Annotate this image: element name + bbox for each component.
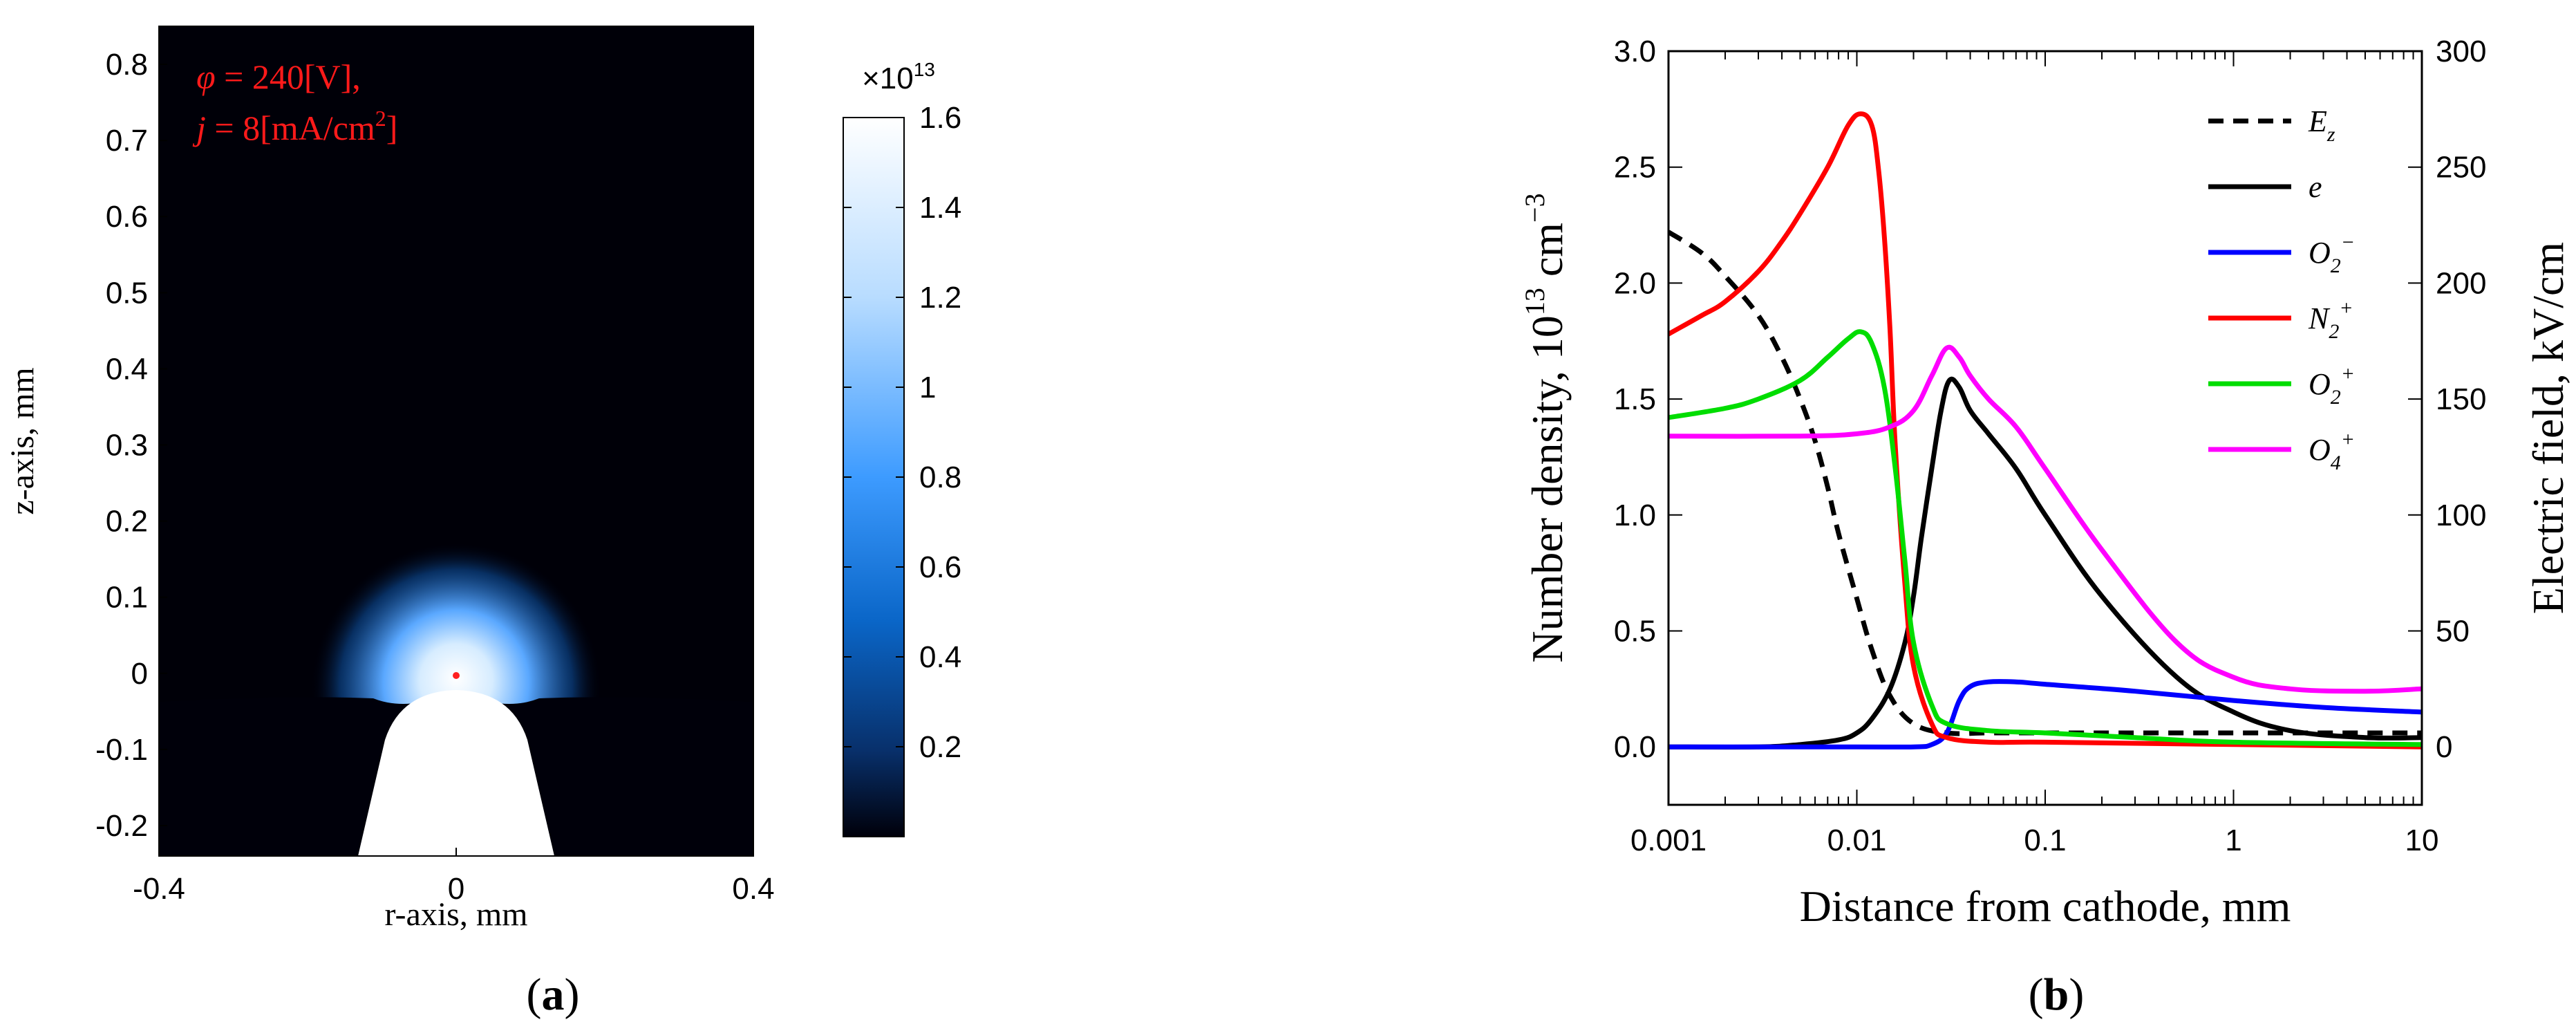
heatmap-y-tick-label: 0.1 <box>106 581 148 615</box>
heatmap-axes: -0.4 0 0.4 0.8 0.7 0.6 0.5 0.4 0.3 0.2 0.1 0 -0.1 -0.… <box>95 48 774 906</box>
right-y-tick-label: 0 <box>2436 730 2452 764</box>
current-annotation: j = 8[mA/cm2] <box>192 106 397 147</box>
line-chart-series <box>1668 111 2422 750</box>
heatmap-y-tick-label: -0.2 <box>95 809 148 843</box>
series-line-o2-plus <box>1668 329 2422 747</box>
colorbar-tick-label: 1.4 <box>919 191 961 225</box>
panel-a-caption: (a) <box>527 969 580 1020</box>
colorbar-tick-label: 1.6 <box>919 101 961 135</box>
legend-label-o2-plus: O2+ <box>2309 362 2355 409</box>
left-y-tick-label: 1.5 <box>1614 382 1656 416</box>
colorbar-tick-label: 1 <box>919 371 936 404</box>
colorbar-tick-label: 0.4 <box>919 640 961 674</box>
left-y-tick-label: 2.5 <box>1614 151 1656 185</box>
heatmap-x-tick-label: -0.4 <box>133 872 185 906</box>
line-chart-left-y-label: Number density, 1013 cm−3 <box>1519 193 1572 662</box>
heatmap-y-tick-label: 0.6 <box>106 200 148 234</box>
series-line-o4-plus <box>1668 344 2422 694</box>
right-y-tick-label: 250 <box>2436 151 2486 185</box>
x-tick-label: 0.01 <box>1827 823 1887 857</box>
legend-label-o4-plus: O4+ <box>2309 428 2355 474</box>
colorbar <box>843 117 905 837</box>
right-y-tick-label: 150 <box>2436 382 2486 416</box>
colorbar-tick-label: 0.8 <box>919 460 961 494</box>
series-line-o2-minus <box>1668 679 2422 750</box>
series-line-n2-plus <box>1668 111 2422 750</box>
colorbar-tick-label: 1.2 <box>919 281 961 315</box>
heatmap-x-label: r-axis, mm <box>385 896 528 933</box>
colorbar-tick-label: 0.6 <box>919 550 961 584</box>
legend: Ez e O2− N2+ O2+ O4+ <box>2208 104 2355 474</box>
right-y-tick-label: 300 <box>2436 35 2486 68</box>
heatmap-x-tick-label: 0 <box>448 872 464 906</box>
heatmap-y-tick-label: 0 <box>131 657 148 691</box>
heatmap-y-tick-label: 0.2 <box>106 505 148 539</box>
heatmap-y-tick-label: 0.5 <box>106 276 148 310</box>
heatmap-y-tick-label: -0.1 <box>95 733 148 767</box>
left-y-tick-label: 3.0 <box>1614 35 1656 68</box>
left-y-tick-label: 0.0 <box>1614 730 1656 764</box>
panel-b-caption: (b) <box>2029 969 2085 1020</box>
heatmap-y-tick-label: 0.8 <box>106 48 148 82</box>
x-tick-label: 0.001 <box>1630 823 1707 857</box>
line-chart-frame <box>1667 50 2423 806</box>
heatmap-y-tick-label: 0.4 <box>106 352 148 386</box>
heatmap-y-tick-label: 0.3 <box>106 429 148 463</box>
legend-label-o2-minus: O2− <box>2309 231 2355 277</box>
colorbar-tick-label: 0.2 <box>919 730 961 764</box>
x-tick-label: 1 <box>2225 823 2241 857</box>
cathode-electrode <box>358 690 554 856</box>
colorbar-multiplier: ×1013 <box>862 59 935 95</box>
legend-label-e: e <box>2309 170 2322 204</box>
left-y-tick-label: 0.5 <box>1614 614 1656 648</box>
right-y-tick-label: 200 <box>2436 266 2486 300</box>
line-chart-panel: 0.001 0.01 0.1 1 10 3.0 2.5 2.0 1.5 1.0 0.5 0.0 300 2… <box>1519 35 2573 1020</box>
right-y-tick-label: 100 <box>2436 499 2486 532</box>
line-chart-axes: 0.001 0.01 0.1 1 10 3.0 2.5 2.0 1.5 1.0 0.5 0.0 300 2… <box>1614 35 2487 857</box>
x-tick-label: 0.1 <box>2024 823 2066 857</box>
voltage-annotation: φ = 240[V], <box>196 57 361 96</box>
line-chart-right-y-label: Electric field, kV/cm <box>2523 242 2573 614</box>
line-chart-x-label: Distance from cathode, mm <box>1800 882 2291 931</box>
heatmap-panel: φ = 240[V], j = 8[mA/cm2] -0.4 0 0.4 0.8 0.7… <box>4 26 961 1020</box>
legend-label-ez: Ez <box>2308 104 2335 146</box>
heatmap-y-tick-label: 0.7 <box>106 124 148 158</box>
heatmap-x-tick-label: 0.4 <box>732 872 774 906</box>
right-y-tick-label: 50 <box>2436 614 2470 648</box>
left-y-tick-label: 2.0 <box>1614 266 1656 300</box>
probe-point <box>453 672 460 679</box>
left-y-tick-label: 1.0 <box>1614 499 1656 532</box>
legend-label-n2-plus: N2+ <box>2308 297 2353 343</box>
heatmap-y-label: z-axis, mm <box>4 367 41 514</box>
x-tick-label: 10 <box>2405 823 2439 857</box>
colorbar-ticks: 1.6 1.4 1.2 1 0.8 0.6 0.4 0.2 <box>843 101 961 764</box>
